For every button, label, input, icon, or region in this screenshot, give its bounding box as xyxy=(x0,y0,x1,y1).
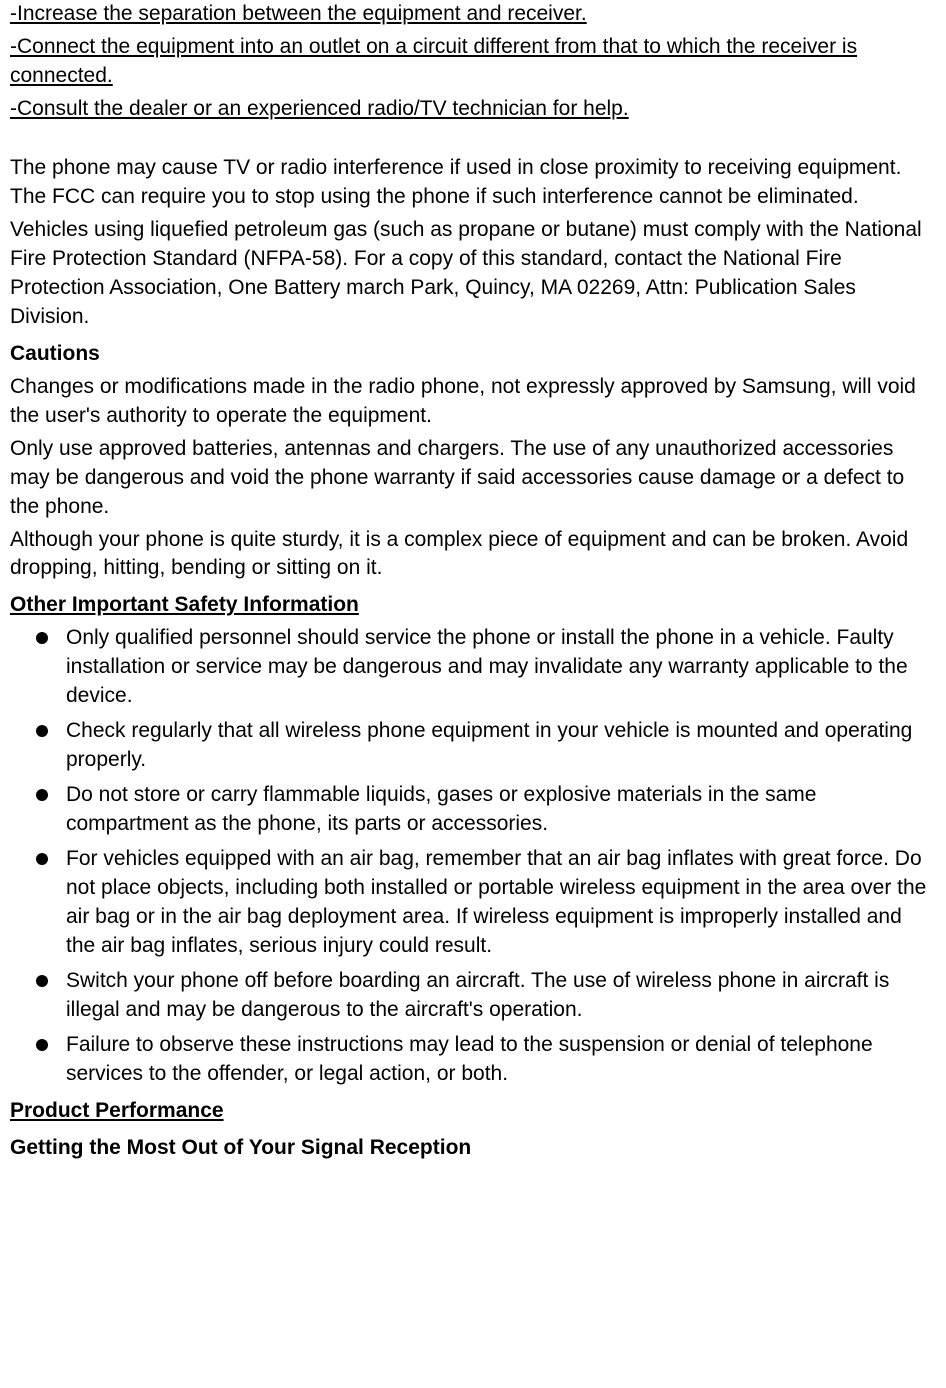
list-item-text: Only qualified personnel should service … xyxy=(66,626,908,707)
list-item: Check regularly that all wireless phone … xyxy=(10,717,936,775)
list-item-text: Check regularly that all wireless phone … xyxy=(66,719,912,771)
vehicles-paragraph: Vehicles using liquefied petroleum gas (… xyxy=(10,216,936,332)
list-item: Failure to observe these instructions ma… xyxy=(10,1031,936,1089)
cautions-paragraph: Although your phone is quite sturdy, it … xyxy=(10,526,936,584)
other-important-safety-heading: Other Important Safety Information xyxy=(10,591,936,620)
product-performance-heading: Product Performance xyxy=(10,1097,936,1126)
cautions-paragraph: Changes or modifications made in the rad… xyxy=(10,373,936,431)
list-item: Only qualified personnel should service … xyxy=(10,624,936,711)
list-item: For vehicles equipped with an air bag, r… xyxy=(10,845,936,961)
signal-reception-heading: Getting the Most Out of Your Signal Rece… xyxy=(10,1134,936,1163)
list-item: Do not store or carry flammable liquids,… xyxy=(10,781,936,839)
list-item-text: Do not store or carry flammable liquids,… xyxy=(66,783,816,835)
interference-paragraph: The phone may cause TV or radio interfer… xyxy=(10,154,936,212)
troubleshooting-item: -Connect the equipment into an outlet on… xyxy=(10,33,936,91)
list-item-text: For vehicles equipped with an air bag, r… xyxy=(66,847,926,957)
list-item-text: Failure to observe these instructions ma… xyxy=(66,1033,873,1085)
troubleshooting-item: -Increase the separation between the equ… xyxy=(10,0,936,29)
cautions-heading: Cautions xyxy=(10,340,936,369)
list-item-text: Switch your phone off before boarding an… xyxy=(66,969,889,1021)
safety-bullet-list: Only qualified personnel should service … xyxy=(10,624,936,1089)
document-page: -Increase the separation between the equ… xyxy=(0,0,946,1177)
cautions-paragraph: Only use approved batteries, antennas an… xyxy=(10,435,936,522)
list-item: Switch your phone off before boarding an… xyxy=(10,967,936,1025)
troubleshooting-item: -Consult the dealer or an experienced ra… xyxy=(10,95,936,124)
